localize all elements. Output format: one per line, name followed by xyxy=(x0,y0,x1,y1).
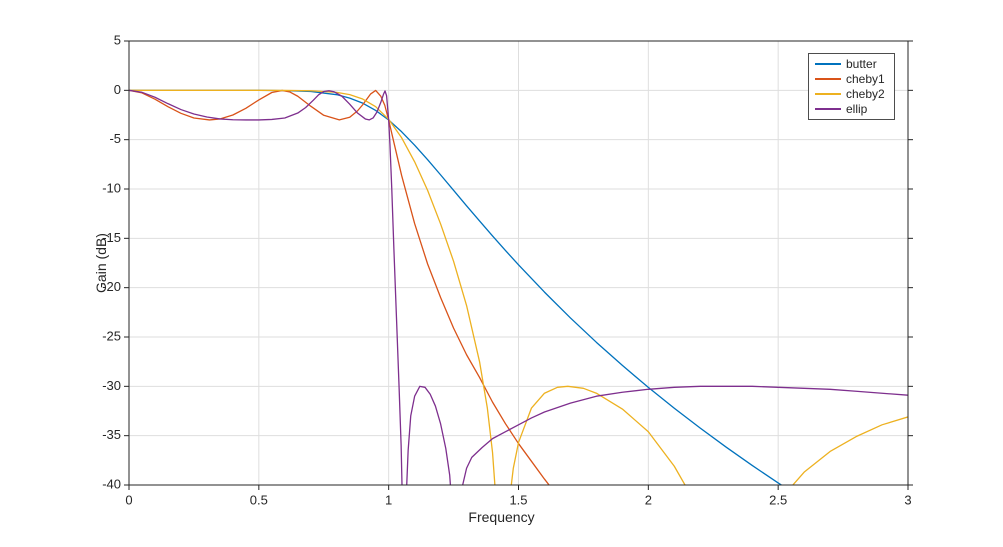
legend-label: cheby1 xyxy=(846,72,885,87)
legend-line-sample-butter xyxy=(815,63,841,66)
x-tick-label: 0.5 xyxy=(250,493,268,508)
legend-item-ellip[interactable]: ellip xyxy=(809,102,894,116)
legend-item-butter[interactable]: butter xyxy=(809,57,894,71)
y-axis-label: Gain (dB) xyxy=(93,233,109,293)
series-line-ellip xyxy=(129,89,908,485)
x-tick-label: 1.5 xyxy=(509,493,527,508)
x-tick-label: 0 xyxy=(125,493,132,508)
x-axis-label: Frequency xyxy=(468,509,535,525)
legend-line-sample-ellip xyxy=(815,107,841,110)
legend-label: ellip xyxy=(846,101,868,116)
series-line-cheby2 xyxy=(129,89,908,485)
y-tick-label: -25 xyxy=(102,328,121,343)
legend[interactable]: butter cheby1 cheby2 ellip xyxy=(808,53,895,120)
legend-item-cheby1[interactable]: cheby1 xyxy=(809,72,894,86)
series-line-cheby1 xyxy=(129,89,550,485)
legend-line-sample-cheby1 xyxy=(815,78,841,81)
y-tick-label: 0 xyxy=(114,82,121,97)
legend-label: cheby2 xyxy=(846,86,885,101)
y-tick-label: -5 xyxy=(109,131,121,146)
y-tick-label: -30 xyxy=(102,378,121,393)
y-tick-label: 5 xyxy=(114,32,121,47)
x-tick-label: 1 xyxy=(385,493,392,508)
legend-line-sample-cheby2 xyxy=(815,92,841,95)
legend-label: butter xyxy=(846,57,877,72)
y-tick-label: -40 xyxy=(102,476,121,491)
y-tick-label: -10 xyxy=(102,180,121,195)
x-tick-label: 2 xyxy=(645,493,652,508)
x-tick-label: 3 xyxy=(904,493,911,508)
y-tick-label: -35 xyxy=(102,427,121,442)
y-tick-label: -15 xyxy=(102,230,121,245)
y-tick-label: -20 xyxy=(102,279,121,294)
x-tick-label: 2.5 xyxy=(769,493,787,508)
legend-item-cheby2[interactable]: cheby2 xyxy=(809,87,894,101)
